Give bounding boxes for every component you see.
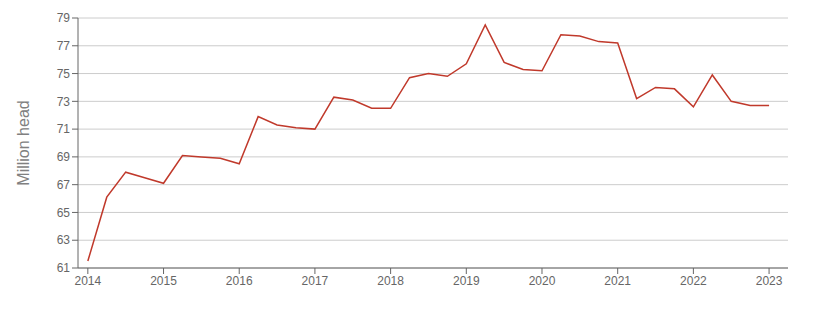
- svg-text:2022: 2022: [680, 274, 707, 288]
- svg-text:65: 65: [57, 206, 71, 220]
- svg-text:79: 79: [57, 11, 71, 25]
- svg-text:69: 69: [57, 150, 71, 164]
- svg-text:71: 71: [57, 122, 71, 136]
- svg-text:2015: 2015: [150, 274, 177, 288]
- svg-text:67: 67: [57, 178, 71, 192]
- svg-text:2019: 2019: [453, 274, 480, 288]
- svg-text:2016: 2016: [226, 274, 253, 288]
- svg-text:75: 75: [57, 67, 71, 81]
- svg-text:61: 61: [57, 261, 71, 275]
- svg-text:2014: 2014: [74, 274, 101, 288]
- svg-text:73: 73: [57, 95, 71, 109]
- svg-text:2021: 2021: [604, 274, 631, 288]
- svg-text:Million head: Million head: [15, 100, 32, 185]
- svg-text:2018: 2018: [377, 274, 404, 288]
- svg-text:2017: 2017: [302, 274, 329, 288]
- svg-text:77: 77: [57, 39, 71, 53]
- svg-text:2023: 2023: [756, 274, 783, 288]
- svg-text:2020: 2020: [529, 274, 556, 288]
- svg-text:63: 63: [57, 233, 71, 247]
